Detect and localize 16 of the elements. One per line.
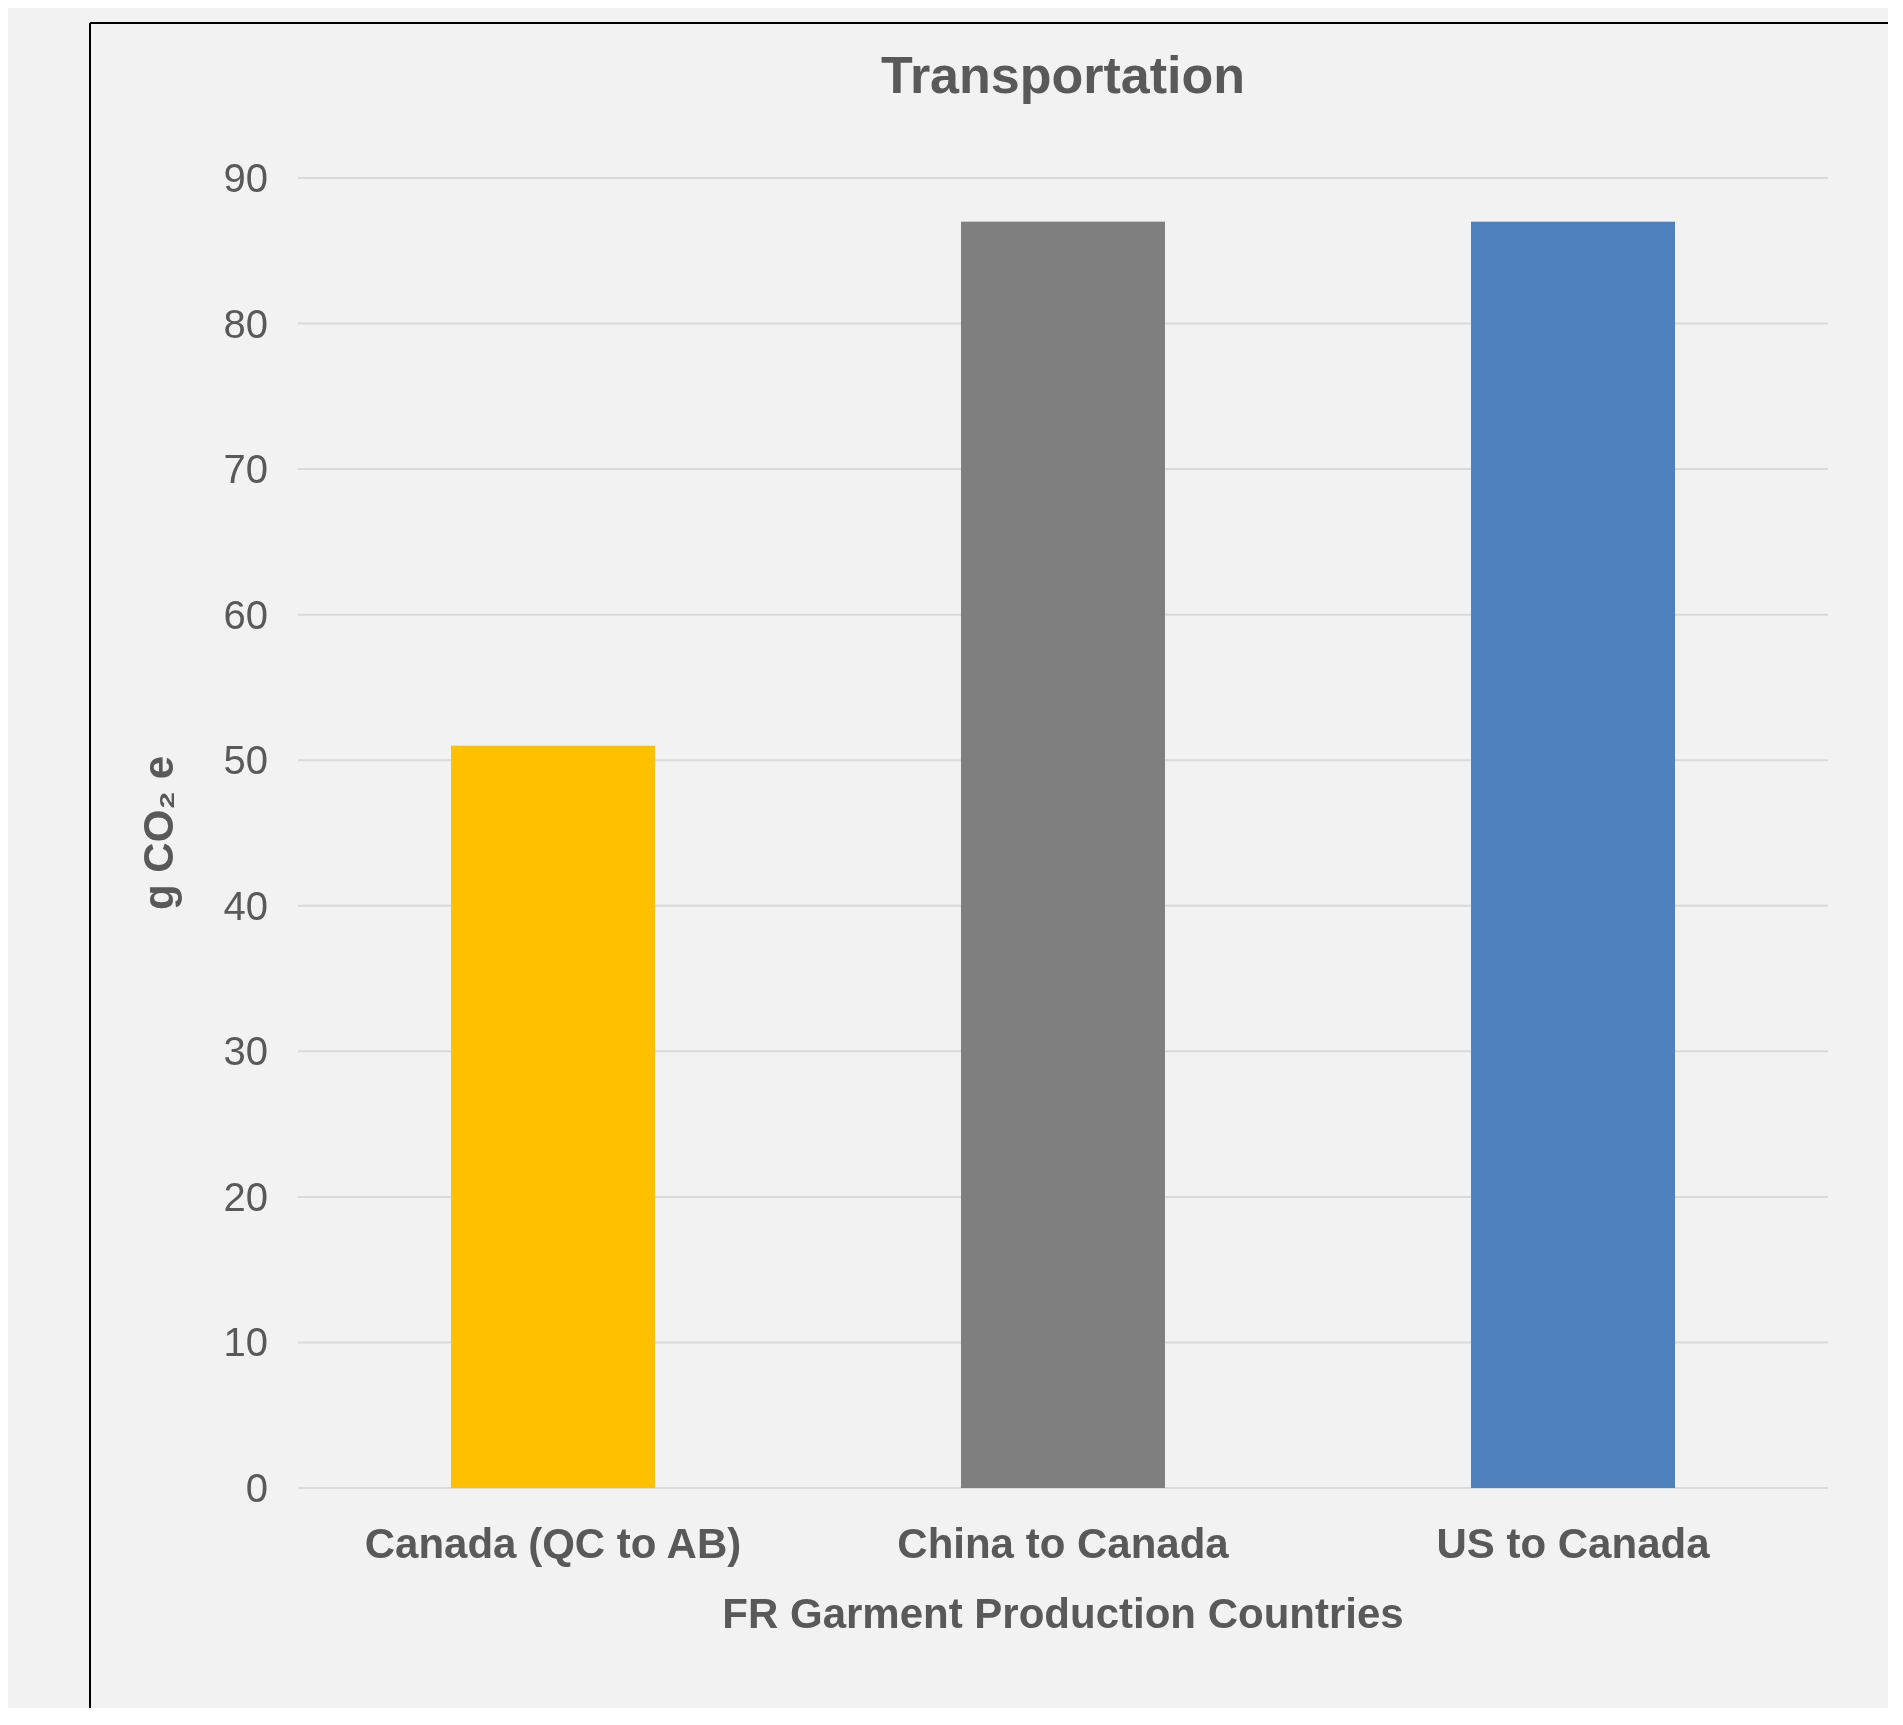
y-tick-label: 10 [223,1320,268,1365]
y-tick-label: 30 [223,1029,268,1074]
x-tick-label: US to Canada [1436,1520,1711,1567]
y-axis-title: g CO₂ e [135,755,182,911]
y-tick-label: 70 [223,447,268,492]
x-tick-label: China to Canada [897,1520,1230,1567]
y-tick-label: 20 [223,1174,268,1219]
y-tick-label: 80 [223,301,268,346]
y-tick-label: 90 [223,156,268,200]
x-axis-title: FR Garment Production Countries [722,1590,1404,1637]
x-tick-label: Canada (QC to AB) [364,1520,742,1567]
y-tick-label: 0 [245,1466,268,1510]
y-tick-label: 50 [223,738,268,783]
y-tick-label: 60 [223,592,268,637]
y-tick-label: 40 [223,883,268,928]
chart-title: Transportation [880,46,1246,104]
